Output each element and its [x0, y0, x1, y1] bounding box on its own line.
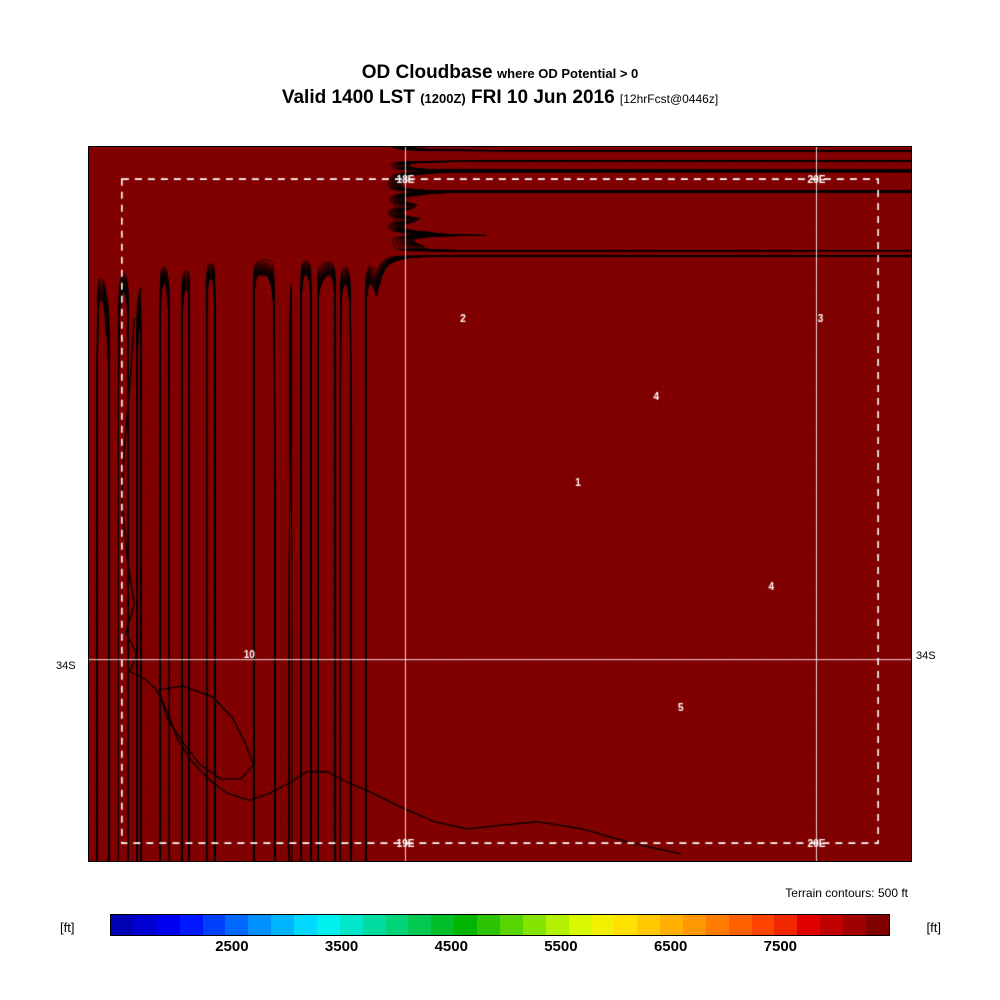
colorbar-swatch-26: [705, 915, 729, 935]
colorbar-swatch-27: [728, 915, 752, 935]
colorbar-swatch-24: [660, 915, 683, 935]
colorbar-tick-5500: 5500: [544, 938, 578, 955]
valid-time: Valid 1400 LST: [281, 87, 415, 108]
colorbar-swatch-20: [568, 915, 592, 935]
page-title: OD Cloudbase: [361, 62, 493, 83]
colorbar-swatch-4: [202, 915, 226, 935]
map-label-right-lat: 34S: [916, 650, 936, 662]
colorbar-swatch-2: [156, 915, 180, 935]
colorbar-swatch-30: [797, 915, 821, 935]
map-raster: [89, 147, 911, 861]
colorbar-swatch-33: [865, 915, 889, 935]
map-label-left-lat: 34S: [56, 660, 76, 672]
colorbar-swatch-31: [820, 915, 843, 935]
colorbar-unit-right: [ft]: [926, 920, 941, 935]
colorbar-unit-left: [ft]: [60, 920, 75, 935]
colorbar-tick-4500: 4500: [434, 938, 468, 955]
colorbar-tick-6500: 6500: [653, 938, 688, 955]
colorbar-swatch-23: [637, 915, 660, 935]
title-line-2: Valid 1400 LST (1200Z) FRI 10 Jun 2016 […: [0, 87, 1000, 109]
colorbar-swatch-32: [843, 915, 866, 935]
valid-date: FRI 10 Jun 2016: [471, 87, 615, 108]
colorbar-swatch-16: [477, 915, 500, 935]
colorbar-swatch-7: [271, 915, 294, 935]
colorbar-tick-2500: 2500: [215, 938, 249, 955]
colorbar-swatch-22: [614, 915, 638, 935]
title-condition: where OD Potential > 0: [497, 66, 639, 81]
colorbar-swatch-28: [751, 915, 775, 935]
colorbar-swatch-17: [499, 915, 523, 935]
colorbar-swatch-13: [408, 915, 432, 935]
colorbar-legend: [ft] [ft] 2500 3500 4500 5500 6500 7500: [55, 906, 945, 956]
colorbar-swatch-15: [454, 915, 477, 935]
title-line-1: OD Cloudbase where OD Potential > 0: [0, 62, 1000, 84]
colorbar-swatch-14: [431, 915, 455, 935]
colorbar-gradient: [110, 914, 890, 936]
valid-time-utc: (1200Z): [420, 91, 466, 106]
colorbar-swatch-8: [294, 915, 317, 935]
colorbar-swatch-21: [591, 915, 615, 935]
map-panel[interactable]: [88, 146, 912, 862]
colorbar-tick-7500: 7500: [763, 938, 798, 955]
colorbar-tick-labels: 2500 3500 4500 5500 6500 7500: [110, 938, 890, 956]
colorbar-swatch-3: [179, 915, 203, 935]
colorbar-swatch-18: [522, 915, 546, 935]
colorbar-tick-3500: 3500: [324, 938, 359, 955]
colorbar-swatch-0: [111, 915, 134, 935]
colorbar-swatch-11: [362, 915, 386, 935]
colorbar-swatch-25: [682, 915, 706, 935]
colorbar-swatch-10: [339, 915, 363, 935]
colorbar-swatch-12: [385, 915, 409, 935]
terrain-contour-note: Terrain contours: 500 ft: [783, 886, 910, 900]
colorbar-swatch-1: [133, 915, 157, 935]
colorbar-swatch-5: [225, 915, 249, 935]
chart-title-block: OD Cloudbase where OD Potential > 0 Vali…: [0, 62, 1000, 109]
colorbar-swatch-6: [248, 915, 272, 935]
colorbar-swatch-9: [316, 915, 340, 935]
colorbar-swatch-19: [545, 915, 569, 935]
forecast-stamp: [12hrFcst@0446z]: [619, 92, 719, 106]
colorbar-swatch-29: [774, 915, 798, 935]
